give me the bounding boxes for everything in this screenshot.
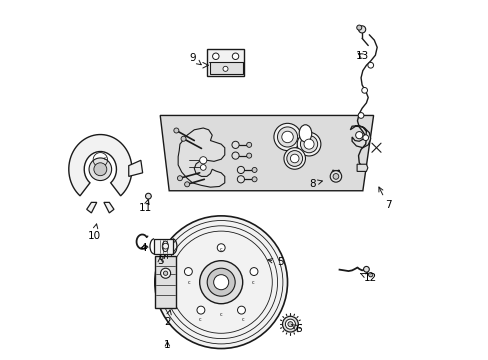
Circle shape <box>207 268 235 296</box>
Circle shape <box>160 268 170 278</box>
Circle shape <box>199 261 242 304</box>
Text: 12: 12 <box>360 273 376 283</box>
Circle shape <box>231 141 239 148</box>
Circle shape <box>155 216 287 348</box>
Circle shape <box>89 158 111 180</box>
Circle shape <box>181 136 185 141</box>
Circle shape <box>356 25 361 30</box>
Text: 9: 9 <box>189 53 201 65</box>
Circle shape <box>212 53 219 59</box>
Circle shape <box>297 132 320 156</box>
Circle shape <box>332 174 338 179</box>
Circle shape <box>355 132 362 139</box>
Circle shape <box>217 244 224 252</box>
Polygon shape <box>356 164 367 171</box>
Circle shape <box>213 275 228 290</box>
Text: 1: 1 <box>164 340 170 350</box>
Circle shape <box>368 273 372 277</box>
Circle shape <box>200 165 206 170</box>
Circle shape <box>174 128 179 133</box>
Polygon shape <box>155 256 176 308</box>
Circle shape <box>237 166 244 174</box>
Circle shape <box>367 62 373 68</box>
Text: c: c <box>241 317 244 322</box>
Polygon shape <box>349 126 370 148</box>
Circle shape <box>184 182 189 187</box>
Text: 13: 13 <box>355 51 369 61</box>
Circle shape <box>199 157 206 164</box>
Circle shape <box>287 321 292 327</box>
Ellipse shape <box>299 125 311 142</box>
Circle shape <box>277 127 297 147</box>
Text: 11: 11 <box>139 200 152 213</box>
Circle shape <box>251 177 257 182</box>
Circle shape <box>237 176 244 183</box>
Circle shape <box>304 139 313 149</box>
Circle shape <box>290 154 298 163</box>
Circle shape <box>363 266 368 272</box>
Circle shape <box>197 306 204 314</box>
Text: 10: 10 <box>87 224 100 240</box>
Text: 8: 8 <box>309 179 322 189</box>
Circle shape <box>282 316 298 332</box>
Circle shape <box>357 113 363 118</box>
Circle shape <box>362 135 368 140</box>
Polygon shape <box>104 202 114 213</box>
Polygon shape <box>69 135 132 196</box>
Polygon shape <box>178 128 224 187</box>
Text: 5: 5 <box>267 257 283 267</box>
Text: c: c <box>104 156 107 161</box>
Circle shape <box>94 163 106 176</box>
Text: c: c <box>220 312 222 317</box>
Text: 7: 7 <box>378 187 390 210</box>
Circle shape <box>285 319 295 329</box>
Circle shape <box>145 193 151 199</box>
Circle shape <box>163 271 167 275</box>
Circle shape <box>223 66 227 71</box>
Circle shape <box>361 87 367 93</box>
Text: c: c <box>252 280 254 285</box>
Polygon shape <box>206 49 244 76</box>
Circle shape <box>246 142 251 147</box>
Circle shape <box>163 243 168 249</box>
Polygon shape <box>86 202 97 213</box>
Text: c: c <box>187 280 190 285</box>
Circle shape <box>281 131 293 143</box>
Circle shape <box>286 150 302 166</box>
Circle shape <box>232 53 238 59</box>
Circle shape <box>249 267 257 275</box>
Polygon shape <box>128 160 142 176</box>
Circle shape <box>300 135 317 153</box>
Circle shape <box>246 153 251 158</box>
Circle shape <box>237 306 245 314</box>
Circle shape <box>177 176 182 181</box>
Text: 3: 3 <box>157 256 163 266</box>
Text: c: c <box>220 247 222 252</box>
Polygon shape <box>210 62 242 74</box>
Text: 6: 6 <box>291 324 301 334</box>
Polygon shape <box>154 239 172 254</box>
Circle shape <box>284 148 305 169</box>
Circle shape <box>358 26 365 33</box>
Text: c: c <box>198 317 201 322</box>
Circle shape <box>184 267 192 275</box>
Text: 2: 2 <box>164 310 171 327</box>
Circle shape <box>251 167 257 172</box>
Polygon shape <box>160 116 373 191</box>
Text: 4: 4 <box>140 243 146 253</box>
Circle shape <box>329 171 341 182</box>
Circle shape <box>231 152 239 159</box>
Circle shape <box>273 123 301 150</box>
